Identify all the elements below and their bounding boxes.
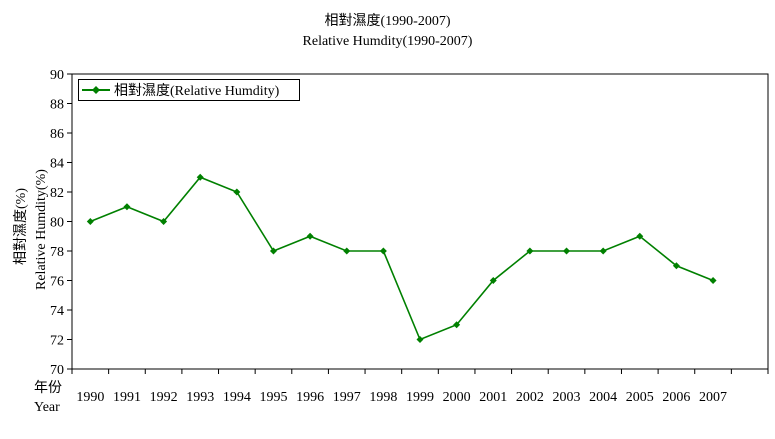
x-tick-label: 1993 — [186, 390, 214, 405]
data-point — [526, 247, 534, 255]
y-tick-label: 86 — [50, 127, 64, 142]
data-point — [306, 232, 314, 240]
data-point — [196, 173, 204, 181]
data-point — [453, 321, 461, 329]
x-tick-label: 2001 — [479, 390, 507, 405]
x-axis-label-english: Year — [34, 400, 60, 415]
y-tick-label: 78 — [50, 245, 64, 260]
y-tick-label: 90 — [50, 68, 64, 83]
x-tick-label: 1994 — [223, 390, 251, 405]
data-point — [489, 277, 497, 284]
data-point — [343, 247, 351, 255]
y-tick-label: 88 — [50, 98, 64, 113]
y-axis-label: 相對濕度(%) — [14, 188, 29, 265]
data-point — [599, 247, 607, 255]
x-tick-label: 2007 — [699, 390, 727, 405]
chart-subtitle: Relative Humdity(1990-2007) — [302, 34, 473, 49]
x-tick-label: 1996 — [296, 390, 324, 405]
y-tick-label: 80 — [50, 216, 64, 231]
data-point — [379, 247, 387, 255]
chart-title: 相對濕度(1990-2007) — [324, 14, 451, 29]
data-point — [416, 336, 424, 343]
y-tick-label: 72 — [50, 334, 64, 349]
y-tick-label: 82 — [50, 186, 64, 201]
legend-entry: 相對濕度(Relative Humdity) — [114, 84, 280, 99]
legend: 相對濕度(Relative Humdity) — [78, 79, 300, 101]
x-tick-label: 2005 — [626, 390, 654, 405]
data-point — [563, 247, 571, 255]
x-tick-label: 1999 — [406, 390, 434, 405]
x-tick-label: 1995 — [259, 390, 287, 405]
y-tick-label: 76 — [50, 275, 64, 290]
x-tick-label: 1992 — [150, 390, 178, 405]
x-axis-label: 年份 — [34, 381, 62, 396]
data-point — [160, 218, 168, 225]
y-tick-label: 74 — [50, 304, 64, 319]
data-point — [709, 277, 717, 284]
data-point — [123, 203, 131, 211]
legend-marker-icon — [82, 86, 110, 94]
data-point — [269, 247, 277, 255]
x-tick-label: 1990 — [76, 390, 104, 405]
y-axis-label-english: Relative Humdity(%) — [34, 169, 49, 290]
x-tick-label: 1998 — [369, 390, 397, 405]
y-tick-label: 84 — [50, 157, 64, 172]
data-point — [86, 218, 94, 225]
data-point — [672, 262, 680, 270]
x-tick-label: 1991 — [113, 390, 141, 405]
plot-area-frame — [71, 73, 769, 370]
x-tick-label: 2004 — [589, 390, 617, 405]
data-point — [233, 188, 241, 196]
series-line — [90, 176, 714, 341]
x-tick-label: 2006 — [662, 390, 690, 405]
x-tick-label: 2002 — [516, 390, 544, 405]
x-tick-label: 1997 — [333, 390, 361, 405]
x-tick-label: 2000 — [443, 390, 471, 405]
x-tick-label: 2003 — [553, 390, 581, 405]
data-point — [636, 232, 644, 240]
y-tick-label: 70 — [50, 363, 64, 378]
